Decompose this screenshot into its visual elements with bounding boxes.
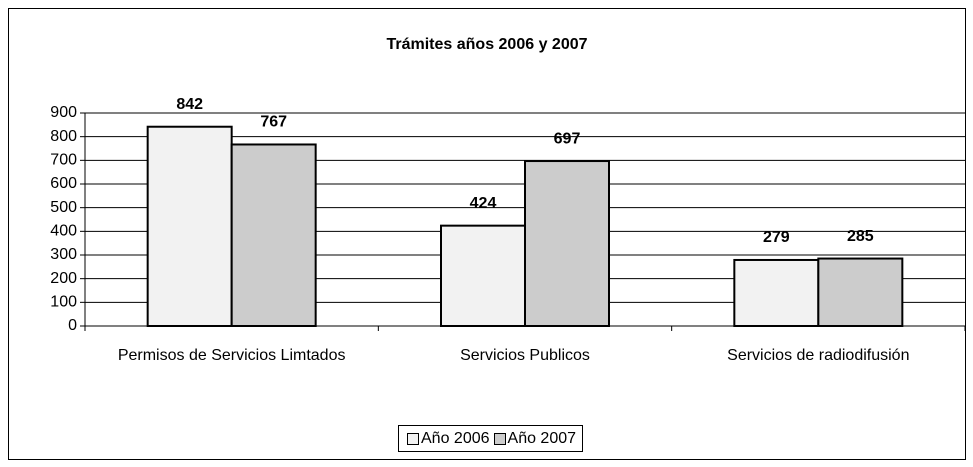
legend-swatch <box>493 432 506 445</box>
data-label: 424 <box>470 195 497 212</box>
data-label: 767 <box>260 114 287 131</box>
y-tick-label: 0 <box>68 317 77 334</box>
y-tick-label: 700 <box>50 152 77 169</box>
legend-label: Año 2006 <box>421 429 490 447</box>
y-tick-label: 900 <box>50 104 77 121</box>
y-tick-label: 100 <box>50 294 77 311</box>
legend-swatch <box>407 432 419 445</box>
data-label: 842 <box>176 96 203 113</box>
bar <box>440 224 526 327</box>
legend: Año 2006 Año 2007 <box>398 425 584 452</box>
bar <box>230 143 317 327</box>
bar <box>524 160 610 327</box>
chart-frame <box>8 8 966 460</box>
y-tick-label: 300 <box>50 246 77 263</box>
y-tick-label: 500 <box>50 199 77 216</box>
legend-label: Año 2007 <box>507 429 577 447</box>
data-label: 285 <box>847 228 874 245</box>
bar <box>146 125 233 327</box>
x-tick-label: Permisos de Servicios Limtados <box>117 347 346 364</box>
bar <box>733 258 820 327</box>
y-tick-label: 200 <box>50 270 77 287</box>
y-tick-label: 400 <box>50 223 77 240</box>
chart-title: Trámites años 2006 y 2007 <box>386 36 587 53</box>
data-label: 279 <box>763 229 790 246</box>
y-tick-label: 800 <box>50 128 77 145</box>
data-label: 697 <box>554 130 581 147</box>
x-tick-label: Servicios de radiodifusión <box>727 347 910 364</box>
x-tick-label: Servicios Publicos <box>460 347 590 364</box>
y-tick-label: 600 <box>50 175 77 192</box>
bar <box>817 257 904 327</box>
